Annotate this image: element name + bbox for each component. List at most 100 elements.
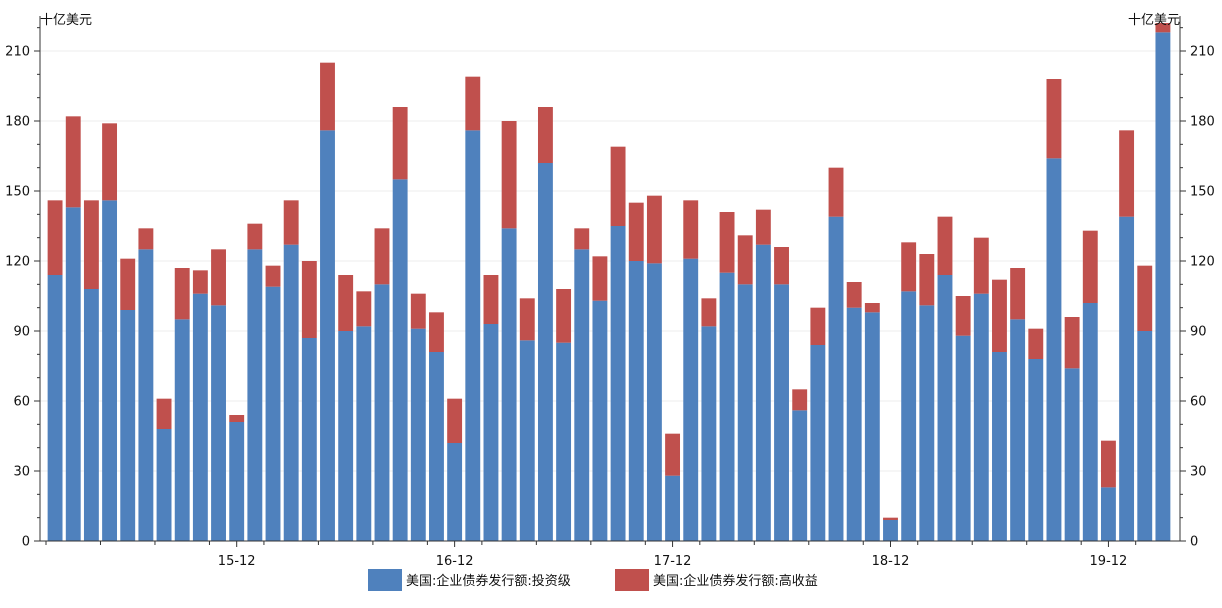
bars <box>47 23 1171 542</box>
bar-high-yield <box>701 298 717 327</box>
legend-swatch-high-yield <box>615 569 649 591</box>
bar-high-yield <box>447 398 463 443</box>
y-tick-label-right: 30 <box>1190 465 1207 480</box>
bar-investment-grade <box>1119 216 1135 542</box>
bar-high-yield <box>211 249 226 306</box>
bar-investment-grade <box>610 226 626 541</box>
bar-high-yield <box>919 254 935 306</box>
bar-investment-grade <box>628 261 644 541</box>
bar-high-yield <box>483 275 499 324</box>
bar-investment-grade <box>1100 487 1116 541</box>
bar-high-yield <box>156 398 172 429</box>
bar-investment-grade <box>1155 32 1171 541</box>
bar-investment-grade <box>174 319 190 541</box>
x-tick-label: 19-12 <box>1090 554 1128 569</box>
y-tick-label-right: 90 <box>1190 325 1207 340</box>
bar-investment-grade <box>229 422 245 541</box>
bar-investment-grade <box>1137 331 1153 541</box>
bar-high-yield <box>1155 23 1171 33</box>
y-tick-label-right: 150 <box>1190 185 1215 200</box>
bar-high-yield <box>392 107 408 180</box>
bar-high-yield <box>283 200 299 245</box>
bar-high-yield <box>320 62 335 131</box>
bar-high-yield <box>955 296 971 336</box>
bar-investment-grade <box>592 300 608 541</box>
bar-investment-grade <box>973 293 989 541</box>
bar-investment-grade <box>683 258 699 541</box>
bar-high-yield <box>519 298 535 341</box>
y-tick-label-left: 120 <box>5 255 30 270</box>
bar-investment-grade <box>211 305 226 541</box>
bar-investment-grade <box>320 130 335 541</box>
bar-investment-grade <box>665 475 681 541</box>
bar-high-yield <box>501 121 517 229</box>
bar-investment-grade <box>483 324 499 541</box>
bar-high-yield <box>301 261 317 338</box>
bar-investment-grade <box>429 352 444 541</box>
bar-high-yield <box>174 268 190 320</box>
bar-investment-grade <box>356 326 372 541</box>
bar-high-yield <box>846 282 862 308</box>
bar-investment-grade <box>283 244 299 542</box>
bar-high-yield <box>338 275 354 331</box>
x-tick-label: 15-12 <box>218 554 256 569</box>
bar-investment-grade <box>646 263 662 541</box>
bar-high-yield <box>774 247 789 285</box>
bar-high-yield <box>120 258 136 310</box>
y-tick-label-left: 90 <box>13 325 30 340</box>
bar-high-yield <box>247 223 263 250</box>
bar-high-yield <box>883 517 898 520</box>
bar-investment-grade <box>864 312 880 541</box>
bar-investment-grade <box>338 331 354 541</box>
bar-high-yield <box>102 123 118 201</box>
bar-high-yield <box>810 307 826 345</box>
y-axis-unit-left: 十亿美元 <box>40 13 92 28</box>
bar-investment-grade <box>701 326 717 541</box>
bar-high-yield <box>574 228 590 250</box>
bar-investment-grade <box>83 289 99 541</box>
bar-high-yield <box>83 200 99 289</box>
bar-investment-grade <box>828 216 844 542</box>
bar-investment-grade <box>955 335 971 541</box>
bar-high-yield <box>828 167 844 217</box>
bar-investment-grade <box>810 345 826 541</box>
bar-investment-grade <box>65 207 81 541</box>
y-tick-label-left: 210 <box>5 45 30 60</box>
legend-label-investment-grade: 美国:企业债券发行额:投资级 <box>406 573 571 589</box>
bar-high-yield <box>1046 79 1062 159</box>
y-tick-label-left: 150 <box>5 185 30 200</box>
bar-investment-grade <box>1082 303 1098 541</box>
legend: 美国:企业债券发行额:投资级 美国:企业债券发行额:高收益 <box>368 569 818 591</box>
bar-investment-grade <box>919 305 935 541</box>
bar-high-yield <box>356 291 372 327</box>
bar-high-yield <box>1119 130 1135 217</box>
bar-high-yield <box>901 242 917 292</box>
bar-investment-grade <box>120 310 136 541</box>
x-tick-label: 17-12 <box>654 554 692 569</box>
bar-high-yield <box>374 228 390 285</box>
y-tick-label-left: 180 <box>5 115 30 130</box>
legend-label-high-yield: 美国:企业债券发行额:高收益 <box>653 573 818 589</box>
bar-high-yield <box>628 202 644 261</box>
bar-investment-grade <box>1028 359 1044 541</box>
bar-high-yield <box>410 293 426 329</box>
bar-investment-grade <box>392 179 408 541</box>
bar-high-yield <box>465 76 481 131</box>
bar-investment-grade <box>719 272 735 541</box>
bar-investment-grade <box>138 249 154 541</box>
bar-high-yield <box>65 116 81 208</box>
bar-high-yield <box>683 200 699 259</box>
bar-high-yield <box>1064 317 1080 369</box>
y-tick-label-right: 0 <box>1190 535 1198 550</box>
bar-investment-grade <box>792 410 808 541</box>
bar-investment-grade <box>737 284 753 541</box>
bar-high-yield <box>719 212 735 273</box>
bar-high-yield <box>138 228 154 250</box>
bar-high-yield <box>592 256 608 301</box>
bar-high-yield <box>755 209 771 245</box>
bar-high-yield <box>610 146 626 226</box>
bar-high-yield <box>265 265 281 287</box>
x-tick-label: 18-12 <box>872 554 910 569</box>
bar-investment-grade <box>846 307 862 541</box>
